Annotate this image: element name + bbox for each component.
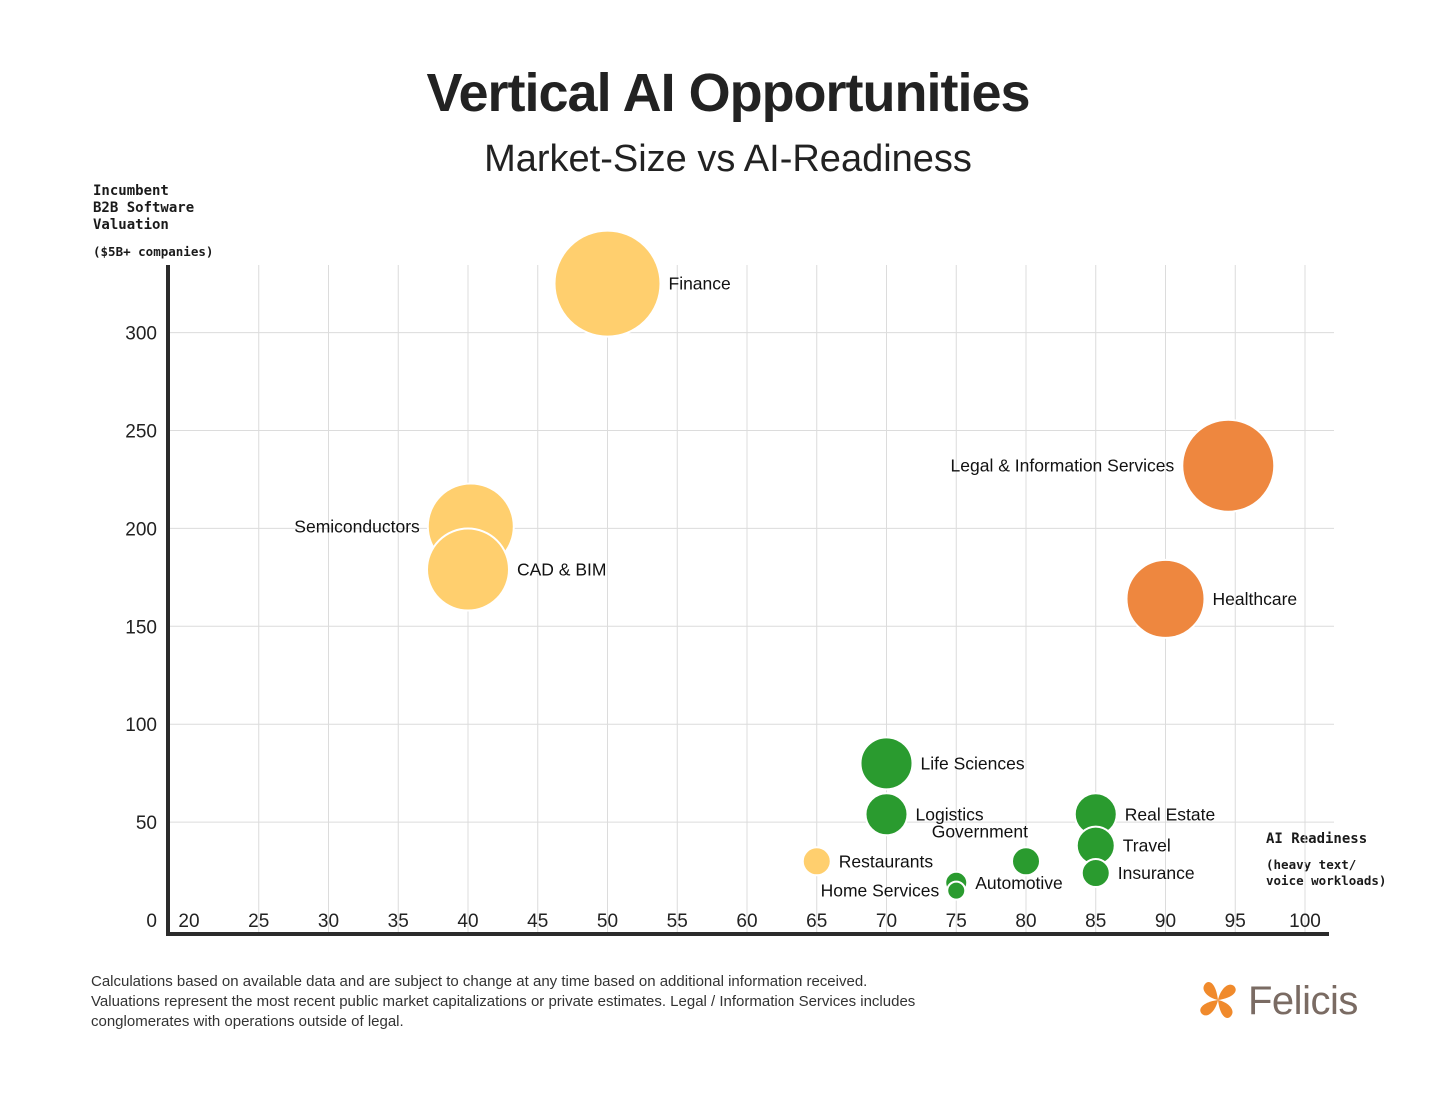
footnote: Calculations based on available data and… bbox=[91, 973, 916, 1030]
y-tick-label: 200 bbox=[125, 519, 157, 540]
x-axis-label-note: (heavy text/ voice workloads) bbox=[1266, 857, 1386, 889]
clover-icon bbox=[1200, 981, 1236, 1019]
x-tick-label: 20 bbox=[178, 911, 199, 932]
bubble-insurance bbox=[1080, 858, 1111, 889]
x-tick-label: 70 bbox=[876, 911, 897, 932]
bubble-home-services bbox=[946, 880, 967, 901]
y-axis-label-line: Valuation bbox=[93, 217, 169, 233]
bubble-finance bbox=[553, 229, 662, 338]
x-tick-label: 60 bbox=[736, 911, 757, 932]
x-tick-label: 35 bbox=[388, 911, 409, 932]
x-tick-label: 90 bbox=[1155, 911, 1176, 932]
bubble-life-sciences bbox=[859, 736, 914, 791]
x-axis-label-note-line: (heavy text/ bbox=[1266, 857, 1357, 872]
data-label: Insurance bbox=[1118, 863, 1195, 883]
x-tick-label: 65 bbox=[806, 911, 827, 932]
y-tick-label: 100 bbox=[125, 715, 157, 736]
chart-subtitle: Market-Size vs AI-Readiness bbox=[484, 138, 972, 180]
chart-title: Vertical AI Opportunities bbox=[426, 63, 1030, 123]
x-axis-label: AI Readiness bbox=[1266, 831, 1368, 847]
x-tick-label: 75 bbox=[946, 911, 967, 932]
bubble-healthcare bbox=[1125, 558, 1206, 639]
y-tick-label: 0 bbox=[146, 911, 157, 932]
bubble-legal-information-services bbox=[1181, 418, 1276, 513]
x-tick-label: 85 bbox=[1085, 911, 1106, 932]
data-label: Real Estate bbox=[1125, 804, 1215, 824]
bubble-cad-bim bbox=[426, 527, 510, 612]
data-label: Healthcare bbox=[1213, 589, 1298, 609]
x-tick-label: 95 bbox=[1225, 911, 1246, 932]
bubble-logistics bbox=[864, 792, 909, 837]
y-axis-label-line: B2B Software bbox=[93, 200, 195, 216]
x-tick-label: 80 bbox=[1015, 911, 1036, 932]
y-axis-label: Incumbent B2B Software Valuation bbox=[93, 183, 194, 234]
y-axis-label-line: Incumbent bbox=[93, 183, 169, 199]
y-tick-label: 50 bbox=[136, 813, 157, 834]
x-axis-label-note-line: voice workloads) bbox=[1266, 873, 1387, 888]
data-label: Restaurants bbox=[839, 851, 934, 871]
x-tick-label: 100 bbox=[1289, 911, 1321, 932]
x-tick-label: 25 bbox=[248, 911, 269, 932]
brand-name: Felicis bbox=[1248, 978, 1358, 1023]
data-label: Automotive bbox=[975, 873, 1063, 893]
x-tick-label: 45 bbox=[527, 911, 548, 932]
data-label: Government bbox=[932, 821, 1028, 841]
y-axis-label-note: ($5B+ companies) bbox=[93, 244, 214, 259]
y-tick-label: 250 bbox=[125, 422, 157, 443]
x-tick-label: 55 bbox=[667, 911, 688, 932]
data-label: Home Services bbox=[821, 881, 940, 901]
felicis-logo: Felicis bbox=[1196, 976, 1358, 1026]
data-label: Travel bbox=[1123, 836, 1171, 856]
bubble-restaurants bbox=[801, 846, 832, 877]
bubble-government bbox=[1011, 846, 1041, 877]
y-tick-label: 150 bbox=[125, 617, 157, 638]
data-label: Logistics bbox=[916, 804, 984, 824]
data-label: Legal & Information Services bbox=[951, 456, 1175, 476]
data-label: CAD & BIM bbox=[517, 560, 606, 580]
x-tick-label: 50 bbox=[597, 911, 618, 932]
data-label: Semiconductors bbox=[294, 516, 420, 536]
x-tick-label: 30 bbox=[318, 911, 339, 932]
data-label: Life Sciences bbox=[921, 753, 1025, 773]
data-label: Finance bbox=[669, 274, 731, 294]
x-tick-label: 40 bbox=[457, 911, 478, 932]
y-tick-label: 300 bbox=[125, 324, 157, 345]
